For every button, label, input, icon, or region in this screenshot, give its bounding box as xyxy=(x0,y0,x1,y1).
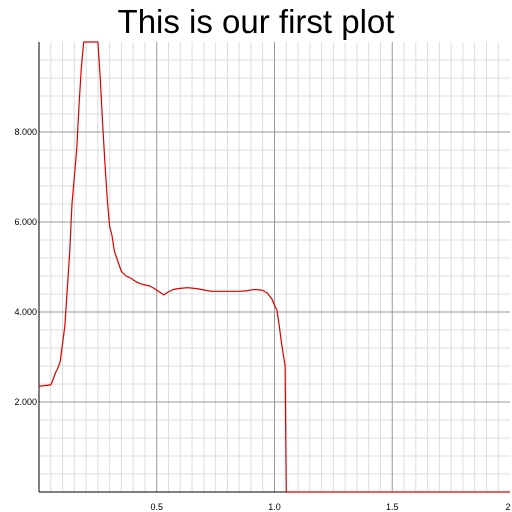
y-tick-label: 8.000 xyxy=(14,127,37,137)
x-tick-label: 0.5 xyxy=(150,502,163,512)
x-tick-label: 1.0 xyxy=(268,502,281,512)
series-layer xyxy=(38,41,510,493)
minor-grid xyxy=(39,42,510,492)
x-tick-label: 2 xyxy=(505,502,510,512)
y-tick-labels: 2.000 4.000 6.000 8.000 xyxy=(14,127,37,407)
major-grid xyxy=(39,42,510,492)
y-tick-label: 2.000 xyxy=(14,397,37,407)
y-tick-label: 4.000 xyxy=(14,307,37,317)
series-line xyxy=(38,41,510,493)
x-tick-labels: 0.5 1.0 1.5 2 xyxy=(150,502,510,512)
x-tick-label: 1.5 xyxy=(386,502,399,512)
y-tick-label: 6.000 xyxy=(14,217,37,227)
chart-title: This is our first plot xyxy=(118,3,395,40)
